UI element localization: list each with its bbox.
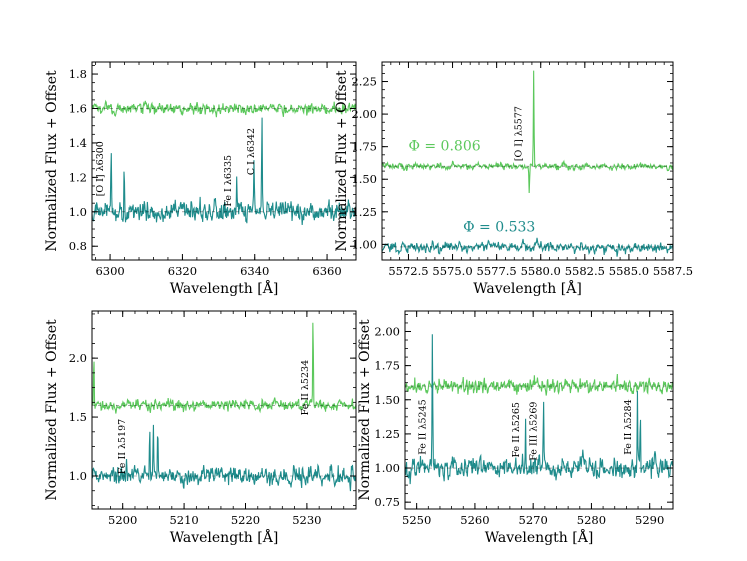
y-tick-label: 2.25	[351, 75, 377, 89]
y-tick-label: 1.6	[69, 101, 87, 115]
spectrum-series-phase-0533	[92, 424, 356, 492]
plot-area	[92, 322, 356, 492]
y-tick-label: 2.00	[351, 107, 377, 121]
x-axis-label: Wavelength [Å]	[473, 279, 582, 297]
plot-frame	[404, 310, 674, 510]
spectral-line-label: Fe II λ5245	[417, 399, 428, 454]
x-tick-label: 6320	[168, 264, 197, 278]
x-tick-label: 5270	[519, 513, 548, 527]
y-axis-label: Normalized Flux + Offset	[44, 70, 60, 252]
spectral-line-label: C I λ6342	[246, 128, 257, 175]
panel-fe-ii-5245: 5250 5260 5270 5280 5290 0.75 1.00 1.25 1.50 1.75…	[357, 310, 674, 546]
x-tick-label: 5575.0	[432, 264, 472, 278]
y-tick-label: 0.75	[374, 495, 400, 509]
panel-oi-5577: 5572.5 5575.0 5577.5 5580.0 5582.5 5585.0 5587…	[334, 61, 693, 297]
spectrum-series-phase-0533	[405, 334, 673, 485]
y-tick-label: 1.2	[69, 170, 87, 184]
plot-area	[382, 70, 673, 257]
plot-area	[92, 99, 356, 226]
plot-frame	[381, 61, 674, 261]
y-axis-label: Normalized Flux + Offset	[44, 319, 60, 501]
x-tick-label: 5577.5	[477, 264, 517, 278]
spectral-line-label: Fe II λ5197	[117, 419, 128, 474]
spectrum-series-phase-0806	[92, 322, 356, 414]
y-tick-label: 1.25	[351, 205, 377, 219]
panel-fe-ii-5197: 5200 5210 5220 5230 1.0 1.5 2.0 Wavelength [Å] N…	[44, 310, 357, 546]
x-tick-label: 6300	[95, 264, 124, 278]
y-tick-label: 1.8	[69, 67, 87, 81]
x-tick-label: 5280	[577, 513, 606, 527]
spectrum-series-phase-0806	[92, 99, 356, 118]
spectral-line-label: Fe II λ5265	[511, 402, 522, 457]
x-tick-label: 5200	[108, 513, 137, 527]
y-tick-label: 2.00	[374, 324, 400, 338]
y-tick-label: 1.75	[351, 140, 377, 154]
spectral-line-label: Fe III λ5269	[529, 402, 540, 461]
x-tick-label: 5582.5	[565, 264, 605, 278]
y-tick-label: 2.0	[69, 351, 87, 365]
y-tick-label: 1.0	[69, 205, 87, 219]
x-tick-label: 6340	[240, 264, 269, 278]
plot-frame	[91, 310, 357, 510]
x-tick-label: 5260	[460, 513, 489, 527]
x-tick-label: 5290	[635, 513, 664, 527]
x-tick-label: 5585.0	[609, 264, 649, 278]
y-tick-label: 1.00	[374, 461, 400, 475]
y-tick-label: 1.4	[69, 136, 87, 150]
spectrum-series-phase-0806	[382, 70, 673, 194]
y-tick-label: 1.5	[69, 410, 87, 424]
x-tick-label: 6360	[312, 264, 341, 278]
plot-area	[405, 334, 673, 485]
y-axis-label: Normalized Flux + Offset	[357, 319, 373, 501]
y-tick-label: 1.50	[374, 393, 400, 407]
y-tick-label: 1.75	[374, 359, 400, 373]
x-tick-label: 5210	[169, 513, 198, 527]
spectral-line-label: [O I] λ6300	[95, 141, 106, 196]
y-tick-label: 1.25	[374, 427, 400, 441]
x-tick-label: 5580.0	[521, 264, 561, 278]
x-axis-label: Wavelength [Å]	[170, 279, 279, 297]
y-axis-label: Normalized Flux + Offset	[334, 70, 350, 252]
x-tick-label: 5572.5	[388, 264, 428, 278]
panel-oi-6300: 6300 6320 6340 6360 0.8 1.0 1.2 1.4 1.6 1.8 Wavele…	[44, 61, 357, 297]
spectral-line-label: Fe I λ6335	[223, 155, 234, 207]
y-tick-label: 1.50	[351, 172, 377, 186]
y-tick-label: 1.0	[69, 469, 87, 483]
x-tick-label: 5220	[231, 513, 260, 527]
x-tick-label: 5587.5	[653, 264, 693, 278]
phase-label: Φ = 0.533	[463, 219, 535, 235]
x-axis-label: Wavelength [Å]	[485, 528, 594, 546]
y-tick-label: 0.8	[69, 239, 87, 253]
plot-frame	[91, 61, 357, 261]
spectral-line-label: Fe II λ5284	[623, 399, 634, 454]
spectral-line-label: Fe II λ5234	[300, 360, 311, 415]
y-tick-label: 1.00	[351, 237, 377, 251]
phase-label: Φ = 0.806	[408, 139, 480, 155]
spectrum-series-phase-0533	[382, 237, 673, 257]
x-tick-label: 5250	[402, 513, 431, 527]
x-axis-label: Wavelength [Å]	[170, 528, 279, 546]
spectral-line-label: [O I] λ5577	[513, 106, 524, 161]
spectrum-series-phase-0533	[92, 117, 356, 226]
x-tick-label: 5230	[292, 513, 321, 527]
